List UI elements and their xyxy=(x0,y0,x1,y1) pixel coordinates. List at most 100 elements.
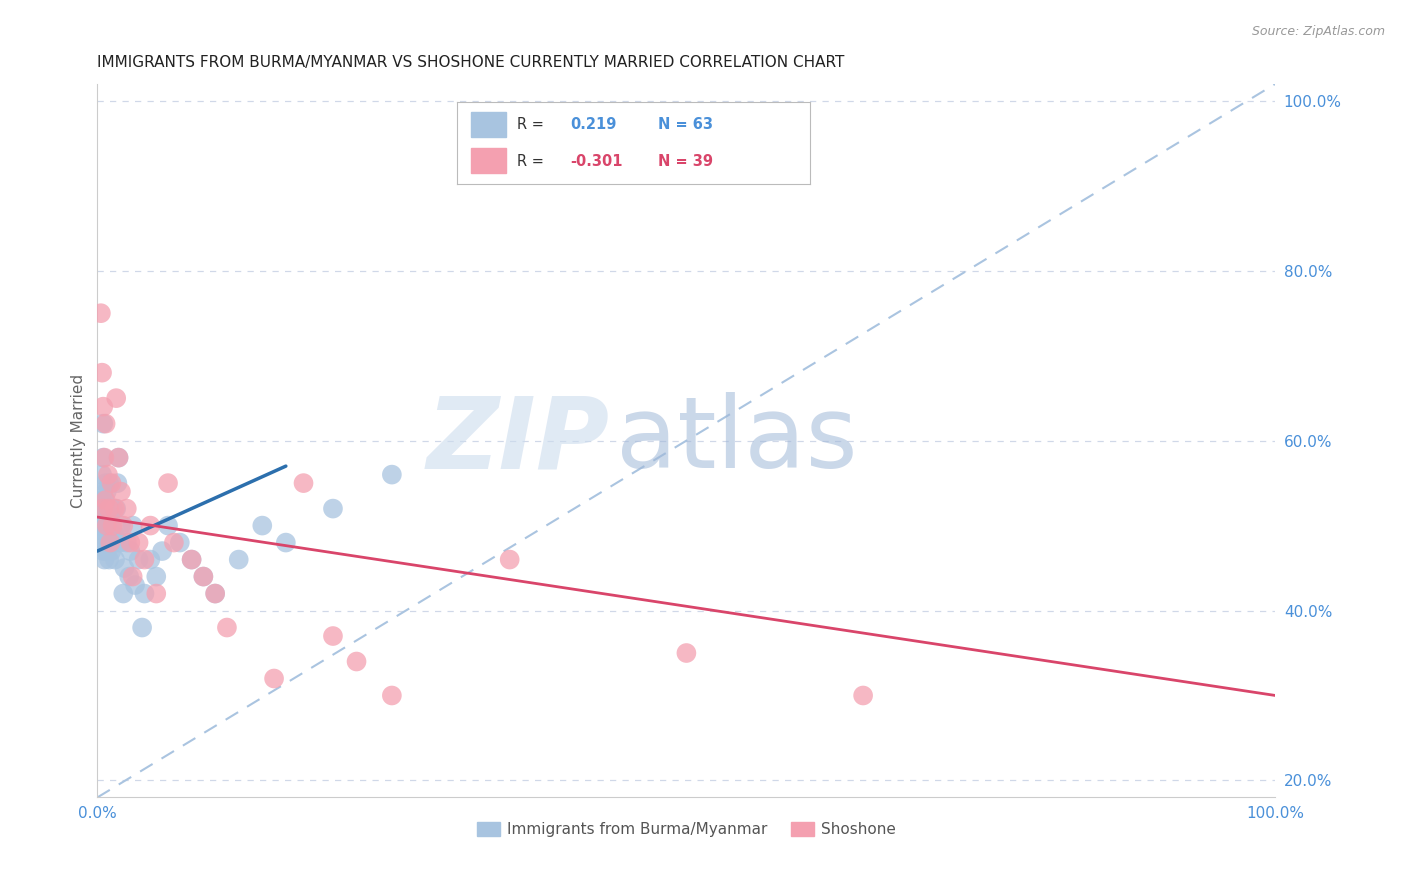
Point xyxy=(115,501,138,516)
Point xyxy=(98,535,121,549)
Point xyxy=(215,621,238,635)
Point xyxy=(157,518,180,533)
Point xyxy=(121,518,143,533)
Point xyxy=(91,450,114,465)
Point xyxy=(145,586,167,600)
Point xyxy=(128,535,150,549)
Point xyxy=(93,518,115,533)
Point xyxy=(94,501,117,516)
Point xyxy=(105,501,128,516)
Text: ZIP: ZIP xyxy=(427,392,610,489)
Point xyxy=(139,552,162,566)
Point xyxy=(103,535,125,549)
Point xyxy=(193,569,215,583)
Legend: Immigrants from Burma/Myanmar, Shoshone: Immigrants from Burma/Myanmar, Shoshone xyxy=(471,816,903,843)
Text: IMMIGRANTS FROM BURMA/MYANMAR VS SHOSHONE CURRENTLY MARRIED CORRELATION CHART: IMMIGRANTS FROM BURMA/MYANMAR VS SHOSHON… xyxy=(97,55,845,70)
Point xyxy=(98,527,121,541)
Point xyxy=(101,501,124,516)
Point xyxy=(100,518,122,533)
Point xyxy=(91,544,114,558)
Point xyxy=(90,306,112,320)
Point xyxy=(98,501,121,516)
Point xyxy=(499,552,522,566)
Point xyxy=(98,510,121,524)
Text: atlas: atlas xyxy=(616,392,858,489)
Point xyxy=(104,501,127,516)
Point xyxy=(120,535,142,549)
Point xyxy=(124,578,146,592)
Y-axis label: Currently Married: Currently Married xyxy=(72,374,86,508)
Point xyxy=(381,689,404,703)
Text: Source: ZipAtlas.com: Source: ZipAtlas.com xyxy=(1251,25,1385,38)
Point xyxy=(98,476,121,491)
Point xyxy=(134,552,156,566)
Point xyxy=(91,510,114,524)
Point xyxy=(91,467,114,482)
Point xyxy=(94,493,117,508)
Point xyxy=(90,527,112,541)
Point xyxy=(157,476,180,491)
Point xyxy=(94,476,117,491)
Point xyxy=(675,646,697,660)
Point xyxy=(97,510,120,524)
Point xyxy=(118,569,141,583)
Point xyxy=(96,518,118,533)
Point xyxy=(107,450,129,465)
Point xyxy=(263,672,285,686)
Point xyxy=(322,629,344,643)
Point xyxy=(274,535,297,549)
Point xyxy=(104,527,127,541)
Point xyxy=(91,400,114,414)
Point xyxy=(105,391,128,405)
Point xyxy=(110,518,132,533)
Point xyxy=(91,535,114,549)
Point xyxy=(120,544,142,558)
Point xyxy=(91,484,114,499)
Point xyxy=(150,544,173,558)
Point xyxy=(169,535,191,549)
Point xyxy=(145,569,167,583)
Point xyxy=(98,552,121,566)
Point xyxy=(100,544,122,558)
Point xyxy=(98,501,121,516)
Point xyxy=(96,518,118,533)
Point xyxy=(292,476,315,491)
Point xyxy=(94,527,117,541)
Point xyxy=(115,535,138,549)
Point xyxy=(139,518,162,533)
Point xyxy=(93,493,115,508)
Point xyxy=(97,535,120,549)
Point xyxy=(96,484,118,499)
Point xyxy=(204,586,226,600)
Point xyxy=(322,501,344,516)
Point xyxy=(180,552,202,566)
Point xyxy=(89,518,111,533)
Point xyxy=(94,417,117,431)
Point xyxy=(98,535,121,549)
Point xyxy=(90,501,112,516)
Point xyxy=(121,569,143,583)
Point xyxy=(93,552,115,566)
Point xyxy=(110,484,132,499)
Point xyxy=(105,476,128,491)
Point xyxy=(180,552,202,566)
Point xyxy=(381,467,404,482)
Point xyxy=(97,467,120,482)
Point xyxy=(112,518,135,533)
Point xyxy=(852,689,875,703)
Point xyxy=(346,655,368,669)
Point xyxy=(193,569,215,583)
Point xyxy=(204,586,226,600)
Point xyxy=(91,493,114,508)
Point xyxy=(108,535,131,549)
Point xyxy=(228,552,250,566)
Point xyxy=(91,501,114,516)
Point xyxy=(112,586,135,600)
Point xyxy=(131,621,153,635)
Point xyxy=(252,518,274,533)
Point xyxy=(96,544,118,558)
Point xyxy=(101,527,124,541)
Point xyxy=(93,450,115,465)
Point xyxy=(101,518,124,533)
Point xyxy=(163,535,186,549)
